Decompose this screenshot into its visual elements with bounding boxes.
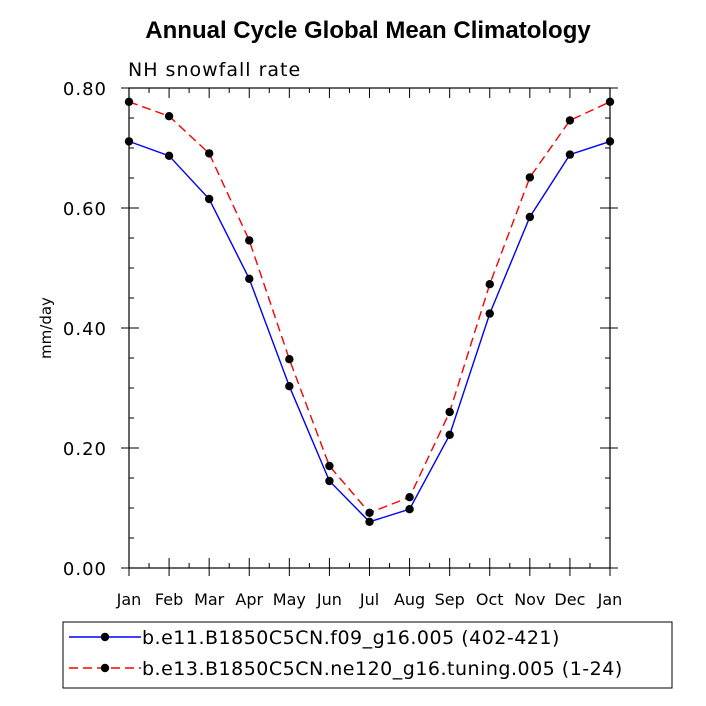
chart-subtitle: NH snowfall rate	[128, 59, 301, 81]
series-line-2	[128, 101, 611, 514]
axis-ticks: Jan Feb Mar Apr May Jun Jul Aug Sep Oct Nov Dec Jan 0…	[63, 79, 622, 609]
data-point-series-2	[605, 97, 615, 107]
data-point-series-1	[164, 151, 174, 160]
y-tick-label: 0.60	[63, 199, 107, 220]
y-tick-label: 0.40	[63, 319, 107, 340]
x-tick-label: Jan	[116, 590, 142, 609]
legend-box	[62, 621, 673, 689]
data-point-series-2	[325, 461, 334, 471]
data-point-series-1	[525, 212, 535, 222]
x-tick-label: Aug	[394, 590, 425, 609]
data-point-series-2	[445, 407, 454, 417]
y-tick-label: 0.20	[63, 439, 107, 460]
x-tick-label: Dec	[554, 590, 585, 609]
data-point-series-1	[365, 517, 374, 526]
series-layer	[124, 97, 615, 526]
data-point-series-2	[164, 112, 174, 121]
x-tick-label: Apr	[235, 590, 263, 609]
data-point-series-1	[285, 382, 294, 391]
legend-label-1: b.e11.B1850C5CN.f09_g16.005 (402-421)	[142, 627, 560, 649]
y-tick-label: 0.80	[63, 79, 107, 100]
x-tick-label: May	[273, 590, 306, 609]
data-point-series-1	[605, 137, 615, 146]
data-point-series-1	[405, 505, 414, 514]
data-point-series-2	[245, 236, 254, 245]
plot-frame	[128, 87, 611, 569]
data-point-series-2	[204, 149, 214, 158]
y-axis-label: mm/day	[37, 297, 55, 359]
x-tick-label: Sep	[435, 590, 465, 609]
legend-marker-1	[100, 632, 110, 642]
x-tick-label: Feb	[155, 590, 183, 609]
data-point-series-2	[124, 97, 134, 107]
data-point-series-1	[124, 137, 134, 146]
x-tick-label: Jan	[597, 590, 623, 609]
data-point-series-2	[485, 280, 494, 289]
data-point-series-1	[245, 274, 254, 283]
data-point-series-1	[445, 430, 454, 439]
y-tick-label: 0.00	[63, 559, 107, 580]
legend-marker-2	[100, 663, 110, 673]
chart-title: Annual Cycle Global Mean Climatology	[145, 17, 591, 44]
data-point-series-1	[204, 194, 214, 204]
series-line-1	[128, 140, 611, 523]
data-point-series-2	[405, 493, 414, 502]
data-point-series-2	[365, 508, 374, 517]
data-point-series-1	[325, 476, 334, 486]
data-point-series-2	[285, 355, 294, 364]
x-tick-label: Jul	[359, 590, 379, 609]
data-point-series-1	[565, 150, 575, 159]
x-tick-label: Nov	[514, 590, 545, 609]
legend-label-2: b.e13.B1850C5CN.ne120_g16.tuning.005 (1-…	[142, 658, 623, 680]
data-point-series-1	[485, 309, 494, 318]
x-tick-label: Jun	[316, 590, 342, 609]
data-point-series-2	[525, 173, 535, 182]
x-tick-label: Oct	[476, 590, 504, 609]
data-point-series-2	[565, 116, 575, 125]
legend: b.e11.B1850C5CN.f09_g16.005 (402-421) b.e…	[62, 621, 673, 689]
x-tick-label: Mar	[194, 590, 225, 609]
